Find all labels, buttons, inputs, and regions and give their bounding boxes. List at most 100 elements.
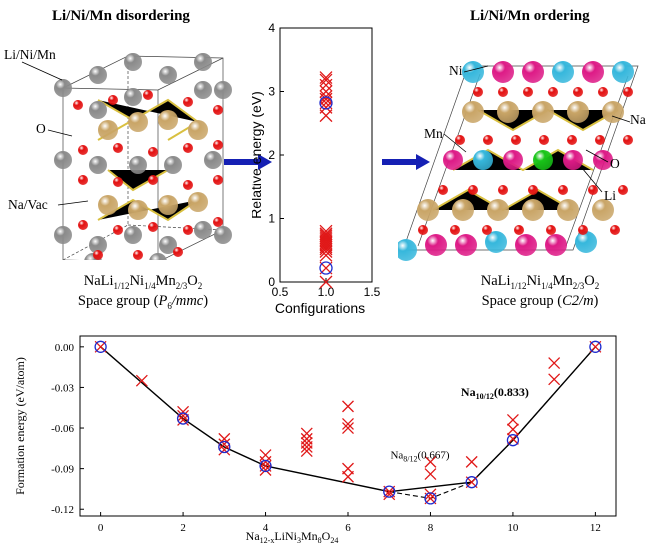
oxygen-atom bbox=[548, 87, 558, 97]
oxygen-atom bbox=[455, 135, 465, 145]
formation-cross-mark bbox=[548, 373, 561, 386]
oxygen-atom bbox=[113, 143, 123, 153]
y-tick-label: 2 bbox=[268, 148, 275, 162]
li-ni-mn-atom bbox=[54, 226, 72, 244]
label-na-vac: Na/Vac bbox=[8, 197, 48, 212]
oxygen-atom bbox=[483, 135, 493, 145]
formation-cross-mark bbox=[342, 418, 354, 430]
nickel-atom bbox=[552, 61, 574, 83]
formation-cross-mark bbox=[506, 432, 519, 445]
sodium-atom bbox=[158, 110, 178, 130]
x-tick-label: 12 bbox=[590, 522, 601, 534]
x-tick-label: 8 bbox=[428, 522, 434, 534]
oxygen-atom bbox=[546, 225, 556, 235]
oxygen-atom bbox=[143, 90, 153, 100]
sodium-atom bbox=[188, 192, 208, 212]
oxygen-atom bbox=[498, 87, 508, 97]
li-ni-mn-atom bbox=[159, 66, 177, 84]
oxygen-atom bbox=[78, 220, 88, 230]
label-o: O bbox=[36, 121, 46, 136]
oxygen-atom bbox=[573, 87, 583, 97]
sodium-atom bbox=[452, 199, 474, 221]
y-tick-label: 4 bbox=[268, 22, 275, 35]
manganese-atom bbox=[492, 61, 514, 83]
li-ni-mn-atom bbox=[214, 226, 232, 244]
sodium-atom bbox=[522, 199, 544, 221]
nickel-atom bbox=[612, 61, 634, 83]
manganese-atom bbox=[425, 234, 447, 256]
energy-cross-mark bbox=[319, 85, 333, 98]
x-tick-label: 6 bbox=[345, 522, 351, 534]
formation-energy-chart: 0.00 -0.03 -0.06 -0.09 -0.12 0 2 4 6 8 10 12 Na10/1… bbox=[13, 335, 617, 543]
sodium-atom bbox=[98, 195, 118, 215]
x-axis-label: Na12-xLiNi3Mn8O24 bbox=[246, 529, 339, 543]
li-ni-mn-atom bbox=[164, 156, 182, 174]
manganese-atom bbox=[522, 61, 544, 83]
energy-circle-mark bbox=[319, 96, 333, 110]
oxygen-atom bbox=[418, 225, 428, 235]
annotation-na-8-12: Na8/12(0.667) bbox=[390, 449, 449, 463]
oxygen-atom bbox=[213, 105, 223, 115]
li-ni-mn-atom bbox=[194, 221, 212, 239]
y-tick-label: 0 bbox=[268, 275, 275, 289]
right-formula: NaLi1/12Ni1/4Mn2/3O2 bbox=[480, 273, 600, 291]
convex-hull-solid-line bbox=[100, 346, 596, 493]
oxygen-atom bbox=[213, 175, 223, 185]
right-panel-title: Li/Ni/Mn ordering bbox=[470, 8, 590, 24]
oxygen-atom bbox=[183, 97, 193, 107]
oxygen-atom bbox=[148, 175, 158, 185]
oxygen-atom bbox=[148, 147, 158, 157]
oxygen-atom bbox=[523, 87, 533, 97]
x-tick-label: 4 bbox=[263, 522, 269, 534]
pointer-line bbox=[21, 61, 63, 81]
y-tick-label: 1 bbox=[268, 212, 275, 226]
formation-cross-mark bbox=[383, 488, 396, 501]
li-ni-mn-atom bbox=[124, 53, 142, 71]
sodium-atom bbox=[158, 195, 178, 215]
sodium-atom bbox=[602, 101, 624, 123]
formation-circle-mark bbox=[259, 459, 272, 473]
pointer-line bbox=[581, 167, 603, 193]
li-ni-mn-atom bbox=[149, 253, 167, 260]
oxygen-atom bbox=[148, 222, 158, 232]
oxygen-atom bbox=[438, 185, 448, 195]
x-tick-label: 2 bbox=[180, 522, 186, 534]
left-formula: NaLi1/12Ni1/4Mn2/3O2 bbox=[83, 273, 203, 291]
formation-cross-mark bbox=[259, 464, 272, 476]
label-mn: Mn bbox=[424, 126, 443, 141]
manganese-atom bbox=[582, 61, 604, 83]
formation-cross-mark bbox=[177, 413, 190, 426]
oxygen-atom bbox=[133, 250, 143, 260]
oxygen-atom bbox=[588, 185, 598, 195]
y-tick-label: -0.03 bbox=[51, 382, 74, 394]
sodium-atom bbox=[98, 120, 118, 140]
relative-energy-chart: 0 1 2 3 4 0.5 1.0 1.5 Configurations Relative e… bbox=[252, 22, 381, 316]
oxygen-atom bbox=[78, 175, 88, 185]
y-tick-label: 0.00 bbox=[55, 342, 75, 354]
formation-cross-mark bbox=[259, 449, 272, 462]
energy-cross-mark bbox=[319, 231, 333, 245]
formation-cross-mark bbox=[424, 488, 437, 501]
oxygen-atom bbox=[558, 185, 568, 195]
arrow-right-icon bbox=[382, 154, 430, 170]
energy-cross-mark bbox=[319, 275, 333, 289]
manganese-atom bbox=[563, 150, 583, 170]
pointer-line bbox=[585, 149, 609, 163]
nickel-atom bbox=[485, 231, 507, 253]
sodium-atom bbox=[462, 101, 484, 123]
formation-circle-mark bbox=[465, 476, 478, 489]
li-ni-mn-atom bbox=[159, 236, 177, 254]
li-ni-mn-atom bbox=[194, 81, 212, 99]
sodium-atom bbox=[417, 199, 439, 221]
oxygen-atom bbox=[598, 87, 608, 97]
ordered-structure-image bbox=[398, 61, 639, 261]
oxygen-atom bbox=[73, 100, 83, 110]
formation-cross-mark bbox=[218, 443, 231, 456]
oxygen-atom bbox=[183, 143, 193, 153]
oxygen-atom bbox=[595, 135, 605, 145]
disordered-structure-image bbox=[54, 53, 232, 260]
oxygen-atom bbox=[578, 225, 588, 235]
y-axis-label: Relative energy (eV) bbox=[252, 91, 264, 219]
formation-cross-mark bbox=[465, 455, 478, 468]
pointer-line bbox=[443, 133, 467, 153]
